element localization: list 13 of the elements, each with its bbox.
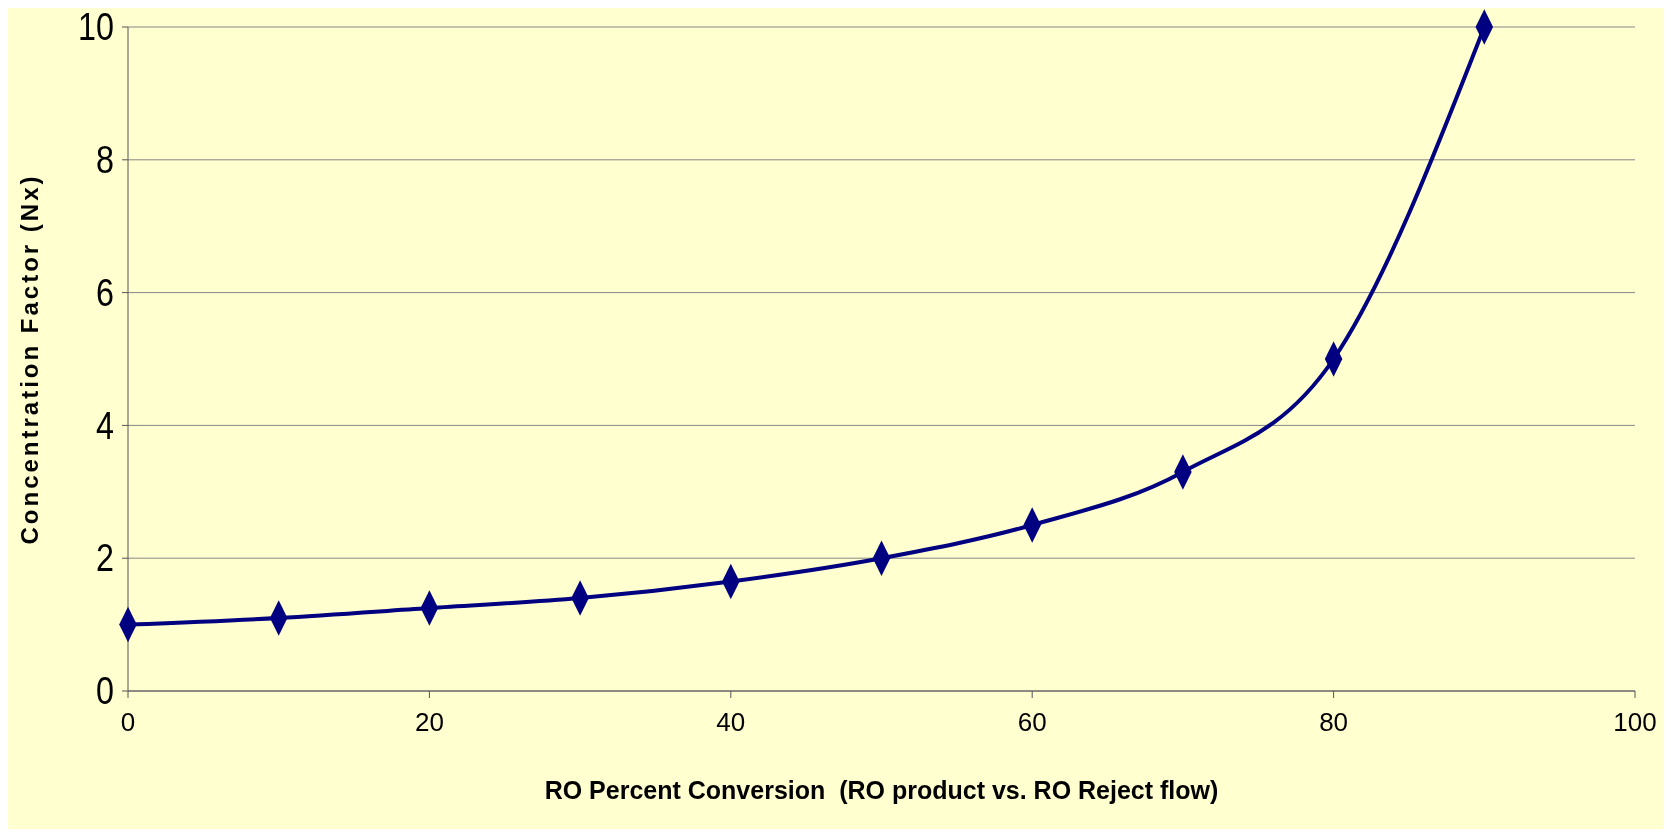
- y-tick-label: 10: [78, 5, 114, 48]
- x-tick-label: 20: [414, 707, 444, 737]
- y-axis-title: Concentration Factor (Nx): [16, 173, 43, 545]
- x-tick-label: 80: [1319, 707, 1349, 737]
- y-tick-label: 2: [96, 537, 114, 580]
- y-tick-label: 6: [96, 271, 114, 314]
- x-tick-label: 100: [1613, 707, 1657, 737]
- x-tick-label: 40: [716, 707, 746, 737]
- x-tick-label: 60: [1017, 707, 1047, 737]
- x-tick-label: 0: [120, 707, 136, 737]
- x-axis-title: RO Percent Conversion (RO product vs. RO Reject flow): [544, 776, 1219, 804]
- y-tick-label: 4: [96, 404, 114, 447]
- y-tick-label: 8: [96, 138, 114, 181]
